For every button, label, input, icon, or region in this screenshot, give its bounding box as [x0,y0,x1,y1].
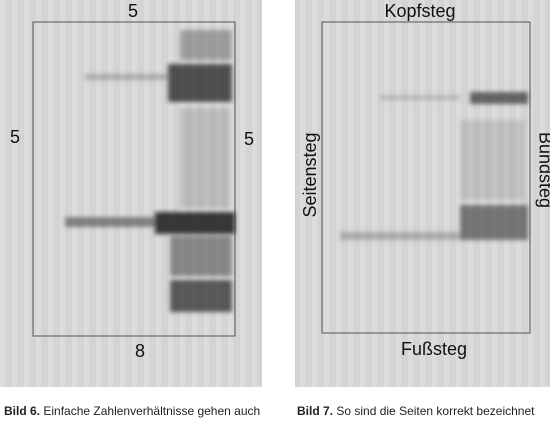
caption: Bild 6. Einfache Zahlenverhältnisse gehe… [4,404,260,418]
caption-text: Einfache Zahlenverhältnisse gehen auch [43,404,260,418]
caption-number: Bild 6. [4,404,40,418]
margin-label-bottom: Fußsteg [401,339,467,359]
margin-label-left: Seitensteg [300,132,320,217]
caption-number: Bild 7. [297,404,333,418]
margin-label-top: 5 [128,1,138,21]
type-area-frame [321,21,531,334]
margin-label-bottom: 8 [135,341,145,361]
figure-7: Kopfsteg Seitensteg Bundsteg Fußsteg [295,0,550,387]
type-area-frame [32,21,236,337]
caption: Bild 7. So sind die Seiten korrekt bezei… [297,404,535,418]
margin-label-right: Bundsteg [535,132,550,208]
text-smudges [340,92,528,240]
caption-text: So sind die Seiten korrekt bezeichnet [336,404,535,418]
margin-label-left: 5 [10,127,20,147]
figure-6: 5 5 5 8 [0,0,262,387]
margin-label-top: Kopfsteg [384,1,455,21]
margin-label-right: 5 [244,129,254,149]
text-smudges [65,30,235,312]
